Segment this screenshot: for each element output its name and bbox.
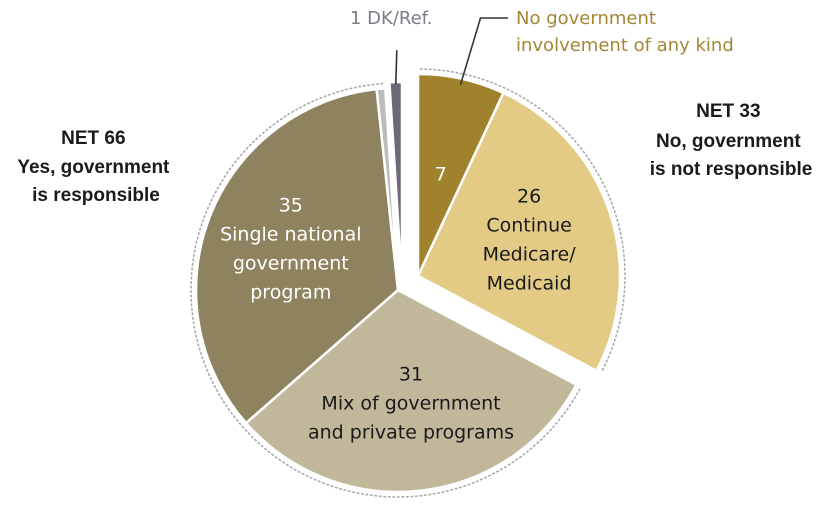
callout-leaders (395, 17, 508, 85)
slice-label-no_involvement: 7 (435, 164, 447, 186)
slice-unlabeled_sliver (375, 87, 400, 292)
callout-dk-ref: 1 DK/Ref. (350, 8, 432, 29)
slice-label-continue_medicare-line-1: 26 (517, 185, 541, 207)
net-no-label: NET 33 No, government is not responsible (650, 101, 813, 180)
slice-label-continue_medicare-line-2: Continue (486, 214, 571, 236)
leader-dk-ref (395, 50, 398, 85)
slice-label-single_program: 35 Single national government program (220, 195, 361, 304)
net-yes-label: NET 66 Yes, government is responsible (17, 128, 174, 206)
group-outlines (190, 68, 626, 498)
slice-label-mix_programs-line-2: Mix of government (321, 392, 500, 414)
net-yes-line-1: Yes, government (17, 157, 170, 178)
slice-label-mix_programs: 31 Mix of government and private programs (308, 363, 514, 443)
outline-yes (190, 82, 581, 498)
slice-label-mix_programs-line-3: and private programs (308, 421, 514, 443)
slice-label-mix_programs-line-1: 31 (399, 363, 423, 385)
slice-label-single_program-line-4: program (250, 282, 331, 304)
outline-no (419, 68, 626, 372)
net-yes-value: NET 66 (61, 128, 125, 149)
pie-slices (194, 72, 622, 494)
slice-label-continue_medicare: 26 Continue Medicare/Medicaid (483, 185, 577, 294)
callout-no-involvement-line-1: No government (516, 8, 656, 29)
slice-label-continue_medicare-line-4: Medicaid (487, 272, 572, 294)
leader-no-involvement (459, 17, 508, 85)
callout-no-involvement: No government involvement of any kind (516, 8, 734, 56)
slice-label-single_program-line-2: Single national (220, 224, 361, 246)
slice-label-no_involvement-line-1: 7 (435, 164, 447, 186)
slice-labels: 7 26 Continue Medicare/Medicaid 31 Mix of gov… (220, 164, 576, 444)
slice-label-single_program-line-1: 35 (279, 195, 303, 217)
net-yes-line-2: is responsible (32, 185, 160, 206)
slice-label-single_program-line-3: government (233, 253, 349, 275)
slice-single_program (194, 87, 400, 425)
slice-mix_programs (244, 288, 578, 494)
slice-label-continue_medicare-line-3: Medicare/ (483, 243, 577, 265)
slice-continue_medicare (416, 91, 622, 372)
callout-no-involvement-line-2: involvement of any kind (516, 35, 734, 56)
net-no-line-1: No, government (656, 131, 801, 152)
net-no-line-2: is not responsible (650, 159, 813, 180)
net-no-value: NET 33 (696, 101, 760, 122)
